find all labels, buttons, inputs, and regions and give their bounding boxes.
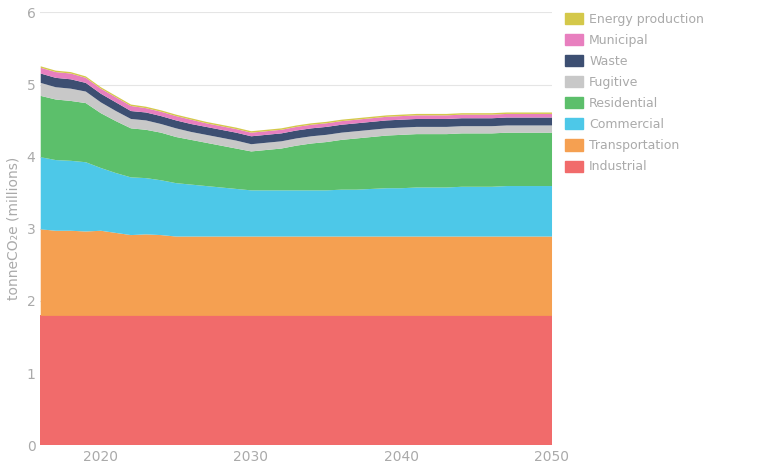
Legend: Energy production, Municipal, Waste, Fugitive, Residential, Commercial, Transpor: Energy production, Municipal, Waste, Fug…: [563, 10, 706, 176]
Y-axis label: tonneCO₂e (millions): tonneCO₂e (millions): [7, 157, 21, 300]
